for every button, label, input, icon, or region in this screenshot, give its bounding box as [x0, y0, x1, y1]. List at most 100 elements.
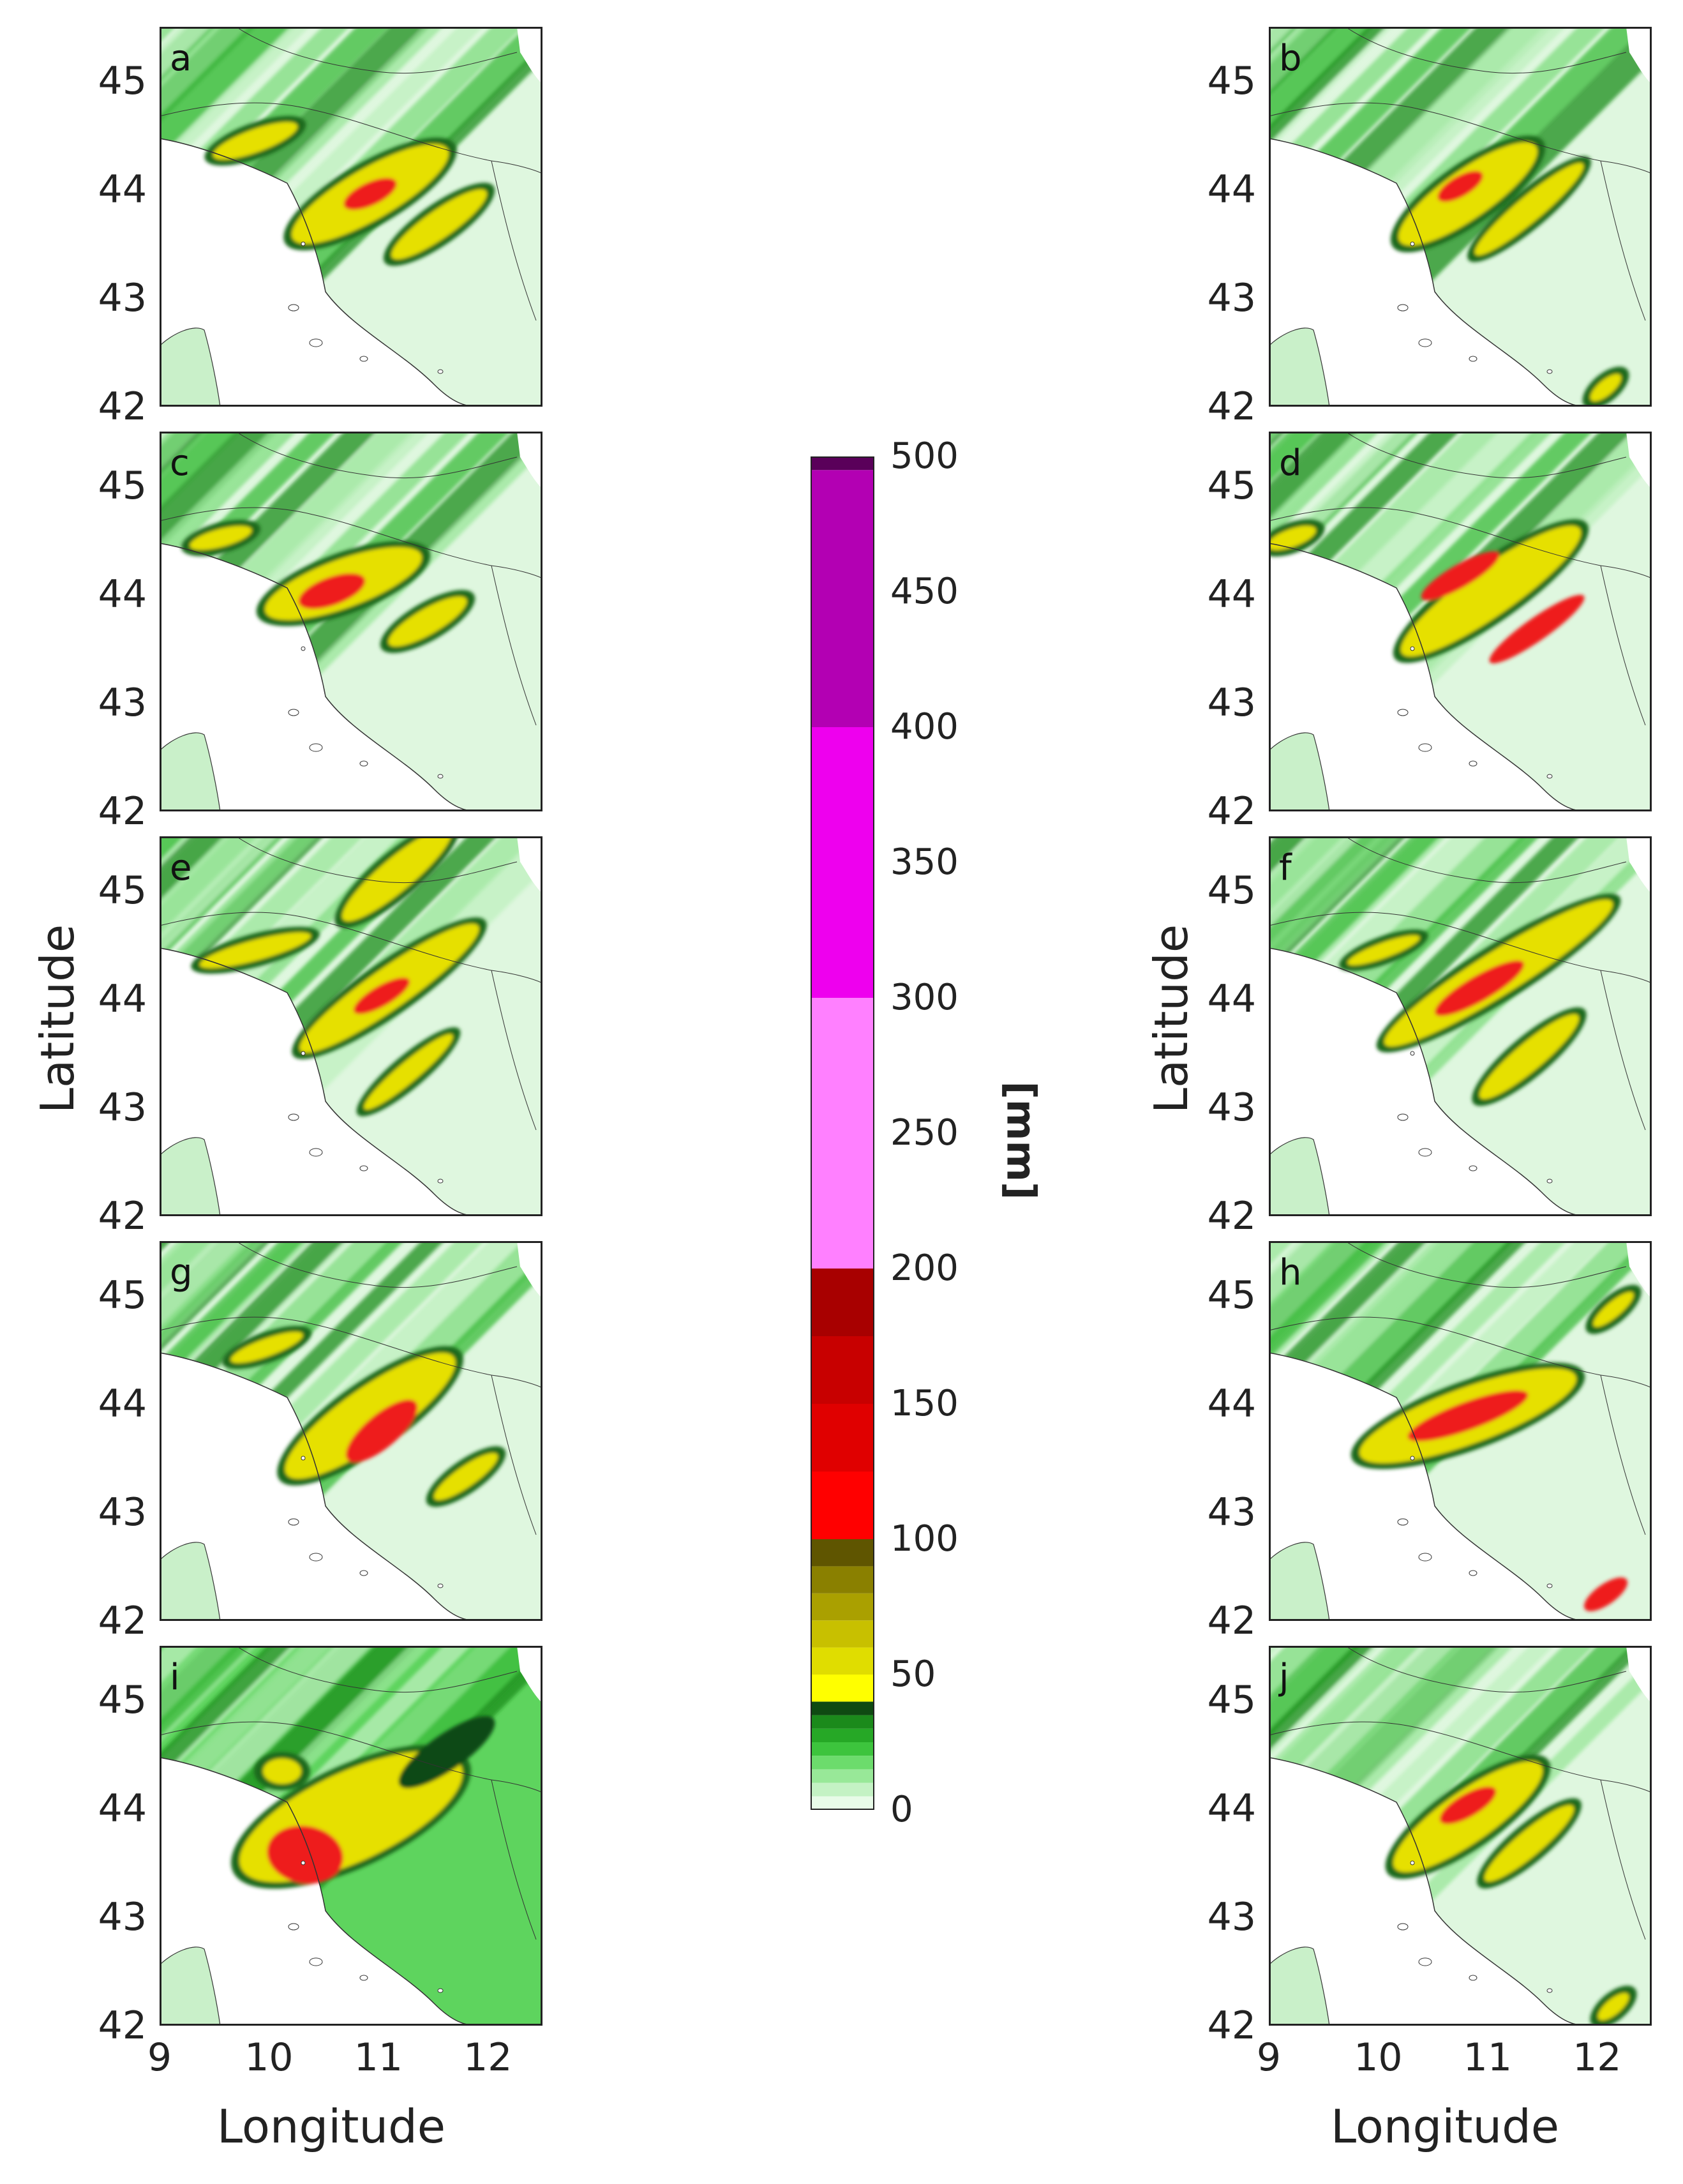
ytick-label: 42 — [98, 384, 147, 429]
ytick-label: 44 — [98, 167, 147, 212]
colorbar — [811, 456, 874, 1810]
ytick-label: 43 — [98, 1490, 147, 1535]
map-panel-d: d — [1269, 432, 1652, 811]
map-panel-c: c — [160, 432, 542, 811]
colorbar-tick-label: 100 — [890, 1518, 959, 1560]
panel-letter: b — [1279, 38, 1302, 79]
colorbar-tick-label: 150 — [890, 1383, 959, 1424]
precipitation-map — [1269, 1646, 1652, 2026]
colorbar-segment — [811, 1620, 874, 1648]
colorbar-unit-label: [mm] — [998, 1081, 1045, 1200]
colorbar-segment — [811, 1269, 874, 1336]
ytick-label: 43 — [1207, 1895, 1256, 1939]
panel-letter: d — [1279, 442, 1302, 484]
xtick-label: 9 — [147, 2035, 172, 2080]
xlabel-right: Longitude — [1331, 2100, 1560, 2153]
ytick-label: 44 — [1207, 1382, 1256, 1426]
ytick-label: 42 — [98, 1194, 147, 1239]
colorbar-tick-label: 0 — [890, 1789, 913, 1830]
xtick-label: 12 — [463, 2035, 512, 2080]
xtick-label: 11 — [354, 2035, 403, 2080]
ytick-label: 44 — [98, 1382, 147, 1426]
colorbar-segment — [811, 1647, 874, 1675]
ytick-label: 42 — [1207, 1599, 1256, 1643]
ytick-label: 45 — [1207, 59, 1256, 103]
colorbar-segment — [811, 1769, 874, 1783]
ytick-label: 45 — [1207, 1273, 1256, 1318]
precipitation-map — [160, 836, 542, 1216]
xtick-label: 10 — [244, 2035, 294, 2080]
colorbar-tick-label: 450 — [890, 571, 959, 612]
panel-letter: a — [170, 38, 192, 79]
ytick-label: 44 — [98, 572, 147, 617]
xlabel-left: Longitude — [217, 2100, 446, 2153]
ytick-label: 45 — [98, 59, 147, 103]
map-panel-e: e — [160, 836, 542, 1216]
colorbar-segment — [811, 1796, 874, 1810]
colorbar-tick-label: 250 — [890, 1112, 959, 1154]
precipitation-map — [160, 1646, 542, 2026]
panel-letter: i — [170, 1657, 180, 1698]
ytick-label: 45 — [1207, 463, 1256, 508]
map-panel-g: g — [160, 1241, 542, 1621]
map-panel-f: f — [1269, 836, 1652, 1216]
colorbar-segment — [811, 1593, 874, 1621]
colorbar-segment — [811, 1675, 874, 1702]
colorbar-segment — [811, 727, 874, 998]
ytick-label: 42 — [98, 789, 147, 834]
colorbar-segment — [811, 1404, 874, 1472]
colorbar-segment — [811, 1715, 874, 1729]
precipitation-map — [1269, 432, 1652, 811]
ytick-label: 42 — [98, 1599, 147, 1643]
colorbar-tick-label: 50 — [890, 1653, 936, 1695]
map-panel-h: h — [1269, 1241, 1652, 1621]
xtick-label: 9 — [1256, 2035, 1282, 2080]
xtick-label: 10 — [1354, 2035, 1403, 2080]
colorbar-tick-label: 400 — [890, 706, 959, 748]
ytick-label: 42 — [98, 2003, 147, 2048]
colorbar-segment — [811, 1336, 874, 1404]
precipitation-map — [160, 27, 542, 407]
colorbar-tick-label: 200 — [890, 1247, 959, 1289]
ytick-label: 43 — [98, 276, 147, 320]
ytick-label: 45 — [98, 868, 147, 913]
precipitation-map — [160, 1241, 542, 1621]
colorbar-segment — [811, 470, 874, 727]
ytick-label: 43 — [1207, 681, 1256, 725]
ytick-label: 43 — [98, 1895, 147, 1939]
map-panel-b: b — [1269, 27, 1652, 407]
colorbar-segment — [811, 1782, 874, 1796]
colorbar-segment — [811, 1742, 874, 1756]
colorbar-segment — [811, 1472, 874, 1539]
colorbar-tick-label: 500 — [890, 435, 959, 477]
ytick-label: 42 — [1207, 1194, 1256, 1239]
colorbar-segment — [811, 1566, 874, 1593]
ytick-label: 43 — [98, 1085, 147, 1130]
colorbar-tick-label: 300 — [890, 977, 959, 1018]
precipitation-map — [1269, 27, 1652, 407]
ytick-label: 43 — [98, 681, 147, 725]
map-panel-j: j — [1269, 1646, 1652, 2026]
ytick-label: 44 — [98, 977, 147, 1021]
map-panel-a: a — [160, 27, 542, 407]
precipitation-map — [1269, 836, 1652, 1216]
ytick-label: 44 — [1207, 977, 1256, 1021]
ytick-label: 43 — [1207, 1490, 1256, 1535]
ytick-label: 44 — [1207, 572, 1256, 617]
panel-letter: c — [170, 442, 190, 484]
panel-letter: e — [170, 847, 192, 889]
colorbar-segment — [811, 1539, 874, 1567]
panel-letter: h — [1279, 1252, 1302, 1293]
precipitation-map — [1269, 1241, 1652, 1621]
ytick-label: 44 — [1207, 1786, 1256, 1831]
ytick-label: 43 — [1207, 1085, 1256, 1130]
ytick-label: 44 — [98, 1786, 147, 1831]
ytick-label: 42 — [1207, 789, 1256, 834]
panel-letter: f — [1279, 847, 1292, 889]
colorbar-segment — [811, 1756, 874, 1770]
xtick-label: 11 — [1463, 2035, 1513, 2080]
colorbar-gradient — [811, 456, 874, 1810]
panel-letter: j — [1279, 1657, 1289, 1698]
xtick-label: 12 — [1573, 2035, 1622, 2080]
colorbar-segment — [811, 1701, 874, 1715]
